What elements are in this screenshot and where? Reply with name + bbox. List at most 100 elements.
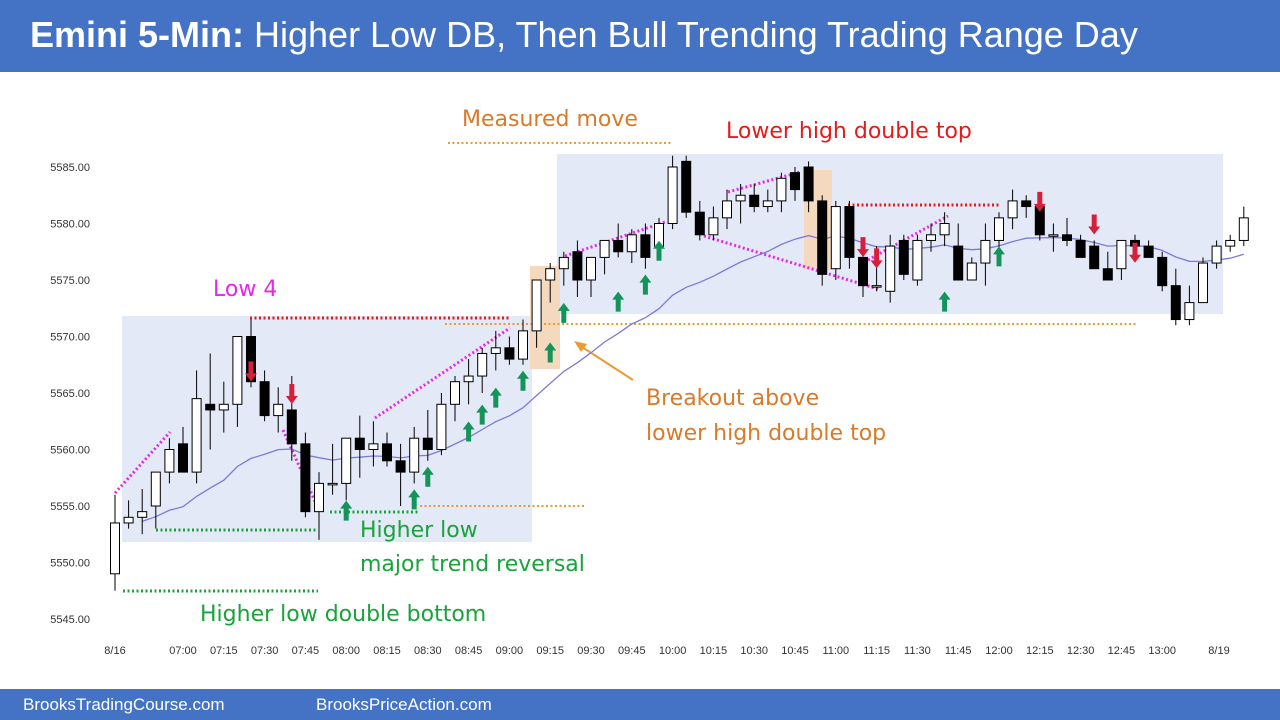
candle — [830, 200, 841, 280]
x-tick-label: 8/19 — [1208, 645, 1229, 657]
ann-major-trend-reversal: major trend reversal — [360, 552, 585, 577]
candle-body — [1007, 200, 1018, 219]
x-tick-label: 11:00 — [822, 645, 849, 657]
candle — [1021, 195, 1032, 218]
candle — [586, 256, 596, 297]
candle — [545, 263, 556, 303]
page-title: Emini 5-Min: Higher Low DB, Then Bull Tr… — [30, 14, 1138, 56]
candle-body — [1143, 245, 1154, 258]
candle-body — [545, 268, 556, 281]
candle-body — [409, 437, 420, 473]
x-tick-label: 08:00 — [332, 645, 360, 657]
x-tick-label: 08:30 — [414, 645, 442, 657]
candle-body — [422, 437, 433, 451]
x-tick-label: 8/16 — [104, 645, 125, 657]
trendline-reversal — [867, 214, 949, 262]
trendline-wedge — [727, 170, 801, 194]
candle — [1089, 240, 1100, 270]
buy-arrow — [993, 246, 1005, 267]
candle — [667, 155, 678, 230]
candle — [1062, 217, 1072, 247]
candle-body — [490, 347, 501, 354]
candle-body — [966, 262, 977, 281]
candle — [817, 195, 828, 286]
candle-body — [613, 239, 624, 253]
footer-link-brookstradingcourse[interactable]: BrooksTradingCourse.com — [23, 695, 225, 714]
candle — [259, 370, 270, 422]
candle — [354, 415, 365, 478]
ann-breakout-line1: Breakout above — [646, 386, 819, 411]
candle-body — [1198, 262, 1208, 304]
candle — [504, 336, 515, 365]
candle — [1143, 240, 1154, 258]
candle — [1116, 239, 1127, 280]
candle — [599, 239, 610, 275]
candle-body — [137, 511, 148, 518]
buy-arrow — [612, 291, 625, 312]
candle-body — [477, 352, 488, 377]
candle — [409, 426, 420, 484]
candle-body — [817, 200, 828, 275]
candle — [110, 494, 120, 591]
candle-body — [572, 251, 583, 281]
candle-body — [749, 194, 760, 208]
candle — [694, 200, 705, 241]
ann-lower-high-double-top: Lower high double top — [726, 119, 972, 144]
candle — [477, 347, 488, 393]
trendline-rally — [374, 326, 511, 420]
x-tick-label: 10:30 — [740, 645, 768, 657]
candle — [395, 443, 406, 506]
candle-body — [994, 217, 1004, 241]
candle — [722, 189, 732, 230]
buy-arrow — [340, 500, 353, 521]
candle — [164, 438, 175, 484]
candle — [490, 330, 501, 371]
ema-line — [141, 234, 1244, 523]
candle-body — [1021, 200, 1032, 208]
signal-arrows — [245, 191, 1141, 521]
y-tick-label: 5570.00 — [50, 332, 90, 344]
candle-body — [694, 211, 705, 236]
candle — [422, 409, 433, 461]
x-tick-label: 07:45 — [292, 645, 320, 657]
x-tick-label: 07:00 — [169, 645, 197, 657]
candle-body — [314, 482, 324, 513]
candle-body — [1089, 245, 1100, 270]
buy-arrow — [544, 342, 557, 363]
candle-body — [382, 443, 392, 462]
candle — [790, 167, 800, 201]
x-tick-label: 13:00 — [1148, 645, 1176, 657]
ann-higher-low: Higher low — [360, 518, 478, 543]
x-tick-label: 12:45 — [1108, 645, 1136, 657]
candle-body — [626, 234, 637, 253]
candle-body — [218, 403, 229, 411]
candle-body — [1211, 245, 1222, 264]
candle-body — [191, 398, 202, 473]
x-tick-label: 11:30 — [904, 645, 931, 657]
x-tick-label: 08:15 — [373, 645, 401, 657]
y-tick-label: 5545.00 — [50, 614, 90, 626]
breakout-pointer-line — [581, 346, 634, 381]
footer-link-brookspriceaction[interactable]: BrooksPriceAction.com — [316, 695, 492, 714]
candle — [1157, 251, 1168, 292]
candle — [626, 229, 637, 264]
candle — [518, 319, 528, 365]
candle-body — [1048, 234, 1059, 237]
candle-body — [1238, 217, 1249, 241]
candle-body — [205, 403, 216, 411]
ann-higher-low-double-bottom: Higher low double bottom — [200, 602, 486, 627]
x-tick-label: 09:45 — [618, 645, 646, 657]
candle-body — [980, 239, 991, 264]
candle-body — [640, 234, 651, 258]
candle — [572, 240, 583, 297]
sell-arrow — [1033, 191, 1046, 212]
candle — [191, 370, 202, 484]
candle — [436, 393, 447, 456]
candle-body — [885, 245, 896, 292]
buy-arrow — [557, 302, 570, 323]
candle — [749, 183, 760, 213]
candle-body — [830, 206, 841, 270]
buy-arrow — [476, 404, 489, 425]
y-axis: 5545.00 5550.00 5555.00 5560.00 5565.00 5570.… — [50, 162, 90, 626]
candle-body — [164, 449, 175, 473]
